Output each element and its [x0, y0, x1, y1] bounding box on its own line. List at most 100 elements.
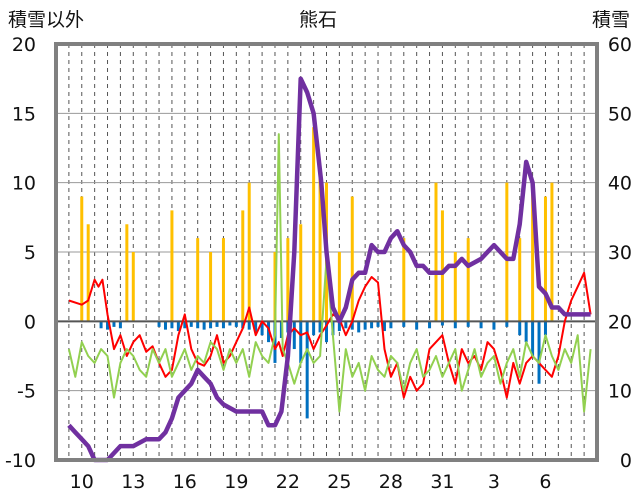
- bar: [357, 321, 361, 333]
- bar: [228, 321, 232, 326]
- bar: [292, 321, 296, 350]
- y-axis-left-label: 積雪以外: [8, 9, 84, 31]
- bar: [479, 321, 483, 329]
- y-tick-label-right: 50: [608, 103, 632, 125]
- bar: [254, 321, 258, 333]
- y-tick-label-left: 0: [24, 311, 36, 333]
- y-axis-right: 0 10 20 30 40 50 60: [608, 34, 632, 472]
- bar: [221, 321, 225, 329]
- bar: [402, 321, 406, 327]
- x-tick-label: 28: [379, 471, 403, 493]
- x-tick-label: 19: [224, 471, 248, 493]
- bar: [260, 321, 264, 336]
- bar: [492, 321, 496, 330]
- bar: [466, 238, 470, 322]
- bar: [524, 321, 528, 343]
- bar: [363, 321, 367, 330]
- bar: [125, 224, 129, 322]
- y-tick-label-right: 10: [608, 381, 632, 403]
- bar: [131, 252, 135, 322]
- bar: [196, 321, 200, 329]
- bar: [402, 238, 406, 322]
- series-layer: [67, 76, 592, 463]
- bar: [163, 321, 167, 330]
- x-tick-label: 3: [488, 471, 500, 493]
- bar: [170, 321, 174, 329]
- bar: [518, 321, 522, 336]
- bar: [157, 321, 161, 327]
- y-axis-right-label: 積雪: [592, 9, 630, 31]
- bar: [434, 182, 438, 322]
- y-tick-label-left: 10: [12, 173, 36, 195]
- bar: [382, 321, 386, 332]
- bar: [80, 196, 84, 322]
- y-axis-left: -10 -5 0 5 10 15 20: [5, 34, 36, 472]
- bar: [215, 321, 219, 327]
- x-axis: 10 13 16 19 22 25 28 31 3 6: [70, 471, 552, 493]
- y-tick-label-right: 0: [620, 450, 632, 472]
- x-tick-label: 10: [70, 471, 94, 493]
- bar: [376, 321, 380, 327]
- bar: [518, 238, 522, 322]
- bar: [325, 321, 328, 343]
- y-tick-label-right: 40: [608, 173, 632, 195]
- bar: [189, 321, 193, 327]
- x-tick-label: 16: [173, 471, 197, 493]
- bar: [350, 196, 354, 322]
- bar: [299, 321, 303, 363]
- bar: [337, 252, 341, 322]
- bar: [415, 321, 419, 330]
- x-tick-label: 22: [276, 471, 300, 493]
- y-tick-label-left: 20: [12, 34, 36, 56]
- y-tick-label-right: 60: [608, 34, 632, 56]
- bar: [505, 321, 509, 327]
- bar: [209, 321, 213, 329]
- bar: [299, 224, 303, 322]
- bar: [176, 321, 180, 332]
- bar: [247, 321, 251, 330]
- bar: [344, 321, 348, 329]
- x-tick-label: 6: [539, 471, 551, 493]
- y-tick-label-right: 20: [608, 311, 632, 333]
- bar: [312, 127, 316, 322]
- bar: [241, 210, 245, 322]
- bar: [106, 321, 110, 330]
- bar: [118, 321, 122, 329]
- y-tick-label-left: 15: [12, 103, 36, 125]
- bar: [305, 321, 309, 419]
- bar: [247, 182, 251, 322]
- bar: [428, 321, 432, 329]
- bar: [318, 168, 322, 322]
- x-tick-label: 13: [121, 471, 145, 493]
- bar: [453, 252, 457, 322]
- bar: [170, 210, 174, 322]
- negative-bars: [99, 321, 547, 419]
- bar: [440, 321, 444, 326]
- series-line-snow_depth: [67, 76, 591, 463]
- bar: [221, 238, 225, 322]
- bar: [440, 210, 444, 322]
- y-tick-label-left: -5: [17, 381, 36, 403]
- bar: [531, 321, 535, 356]
- bar: [537, 321, 541, 384]
- x-tick-label: 25: [327, 471, 351, 493]
- bar: [183, 321, 187, 329]
- bar: [550, 182, 554, 322]
- bar: [389, 321, 393, 329]
- x-tick-label: 31: [430, 471, 454, 493]
- bar: [531, 182, 535, 322]
- bar: [350, 321, 354, 330]
- bar: [466, 321, 470, 327]
- bar: [112, 321, 116, 327]
- bar: [234, 321, 238, 327]
- chart-title: 熊石: [299, 9, 337, 31]
- bar: [318, 321, 322, 333]
- bar: [86, 224, 90, 322]
- bar: [241, 321, 245, 329]
- plot-frame: [54, 42, 599, 462]
- bar: [543, 321, 547, 336]
- bar: [505, 182, 509, 322]
- bar: [312, 321, 316, 336]
- bar: [337, 321, 341, 332]
